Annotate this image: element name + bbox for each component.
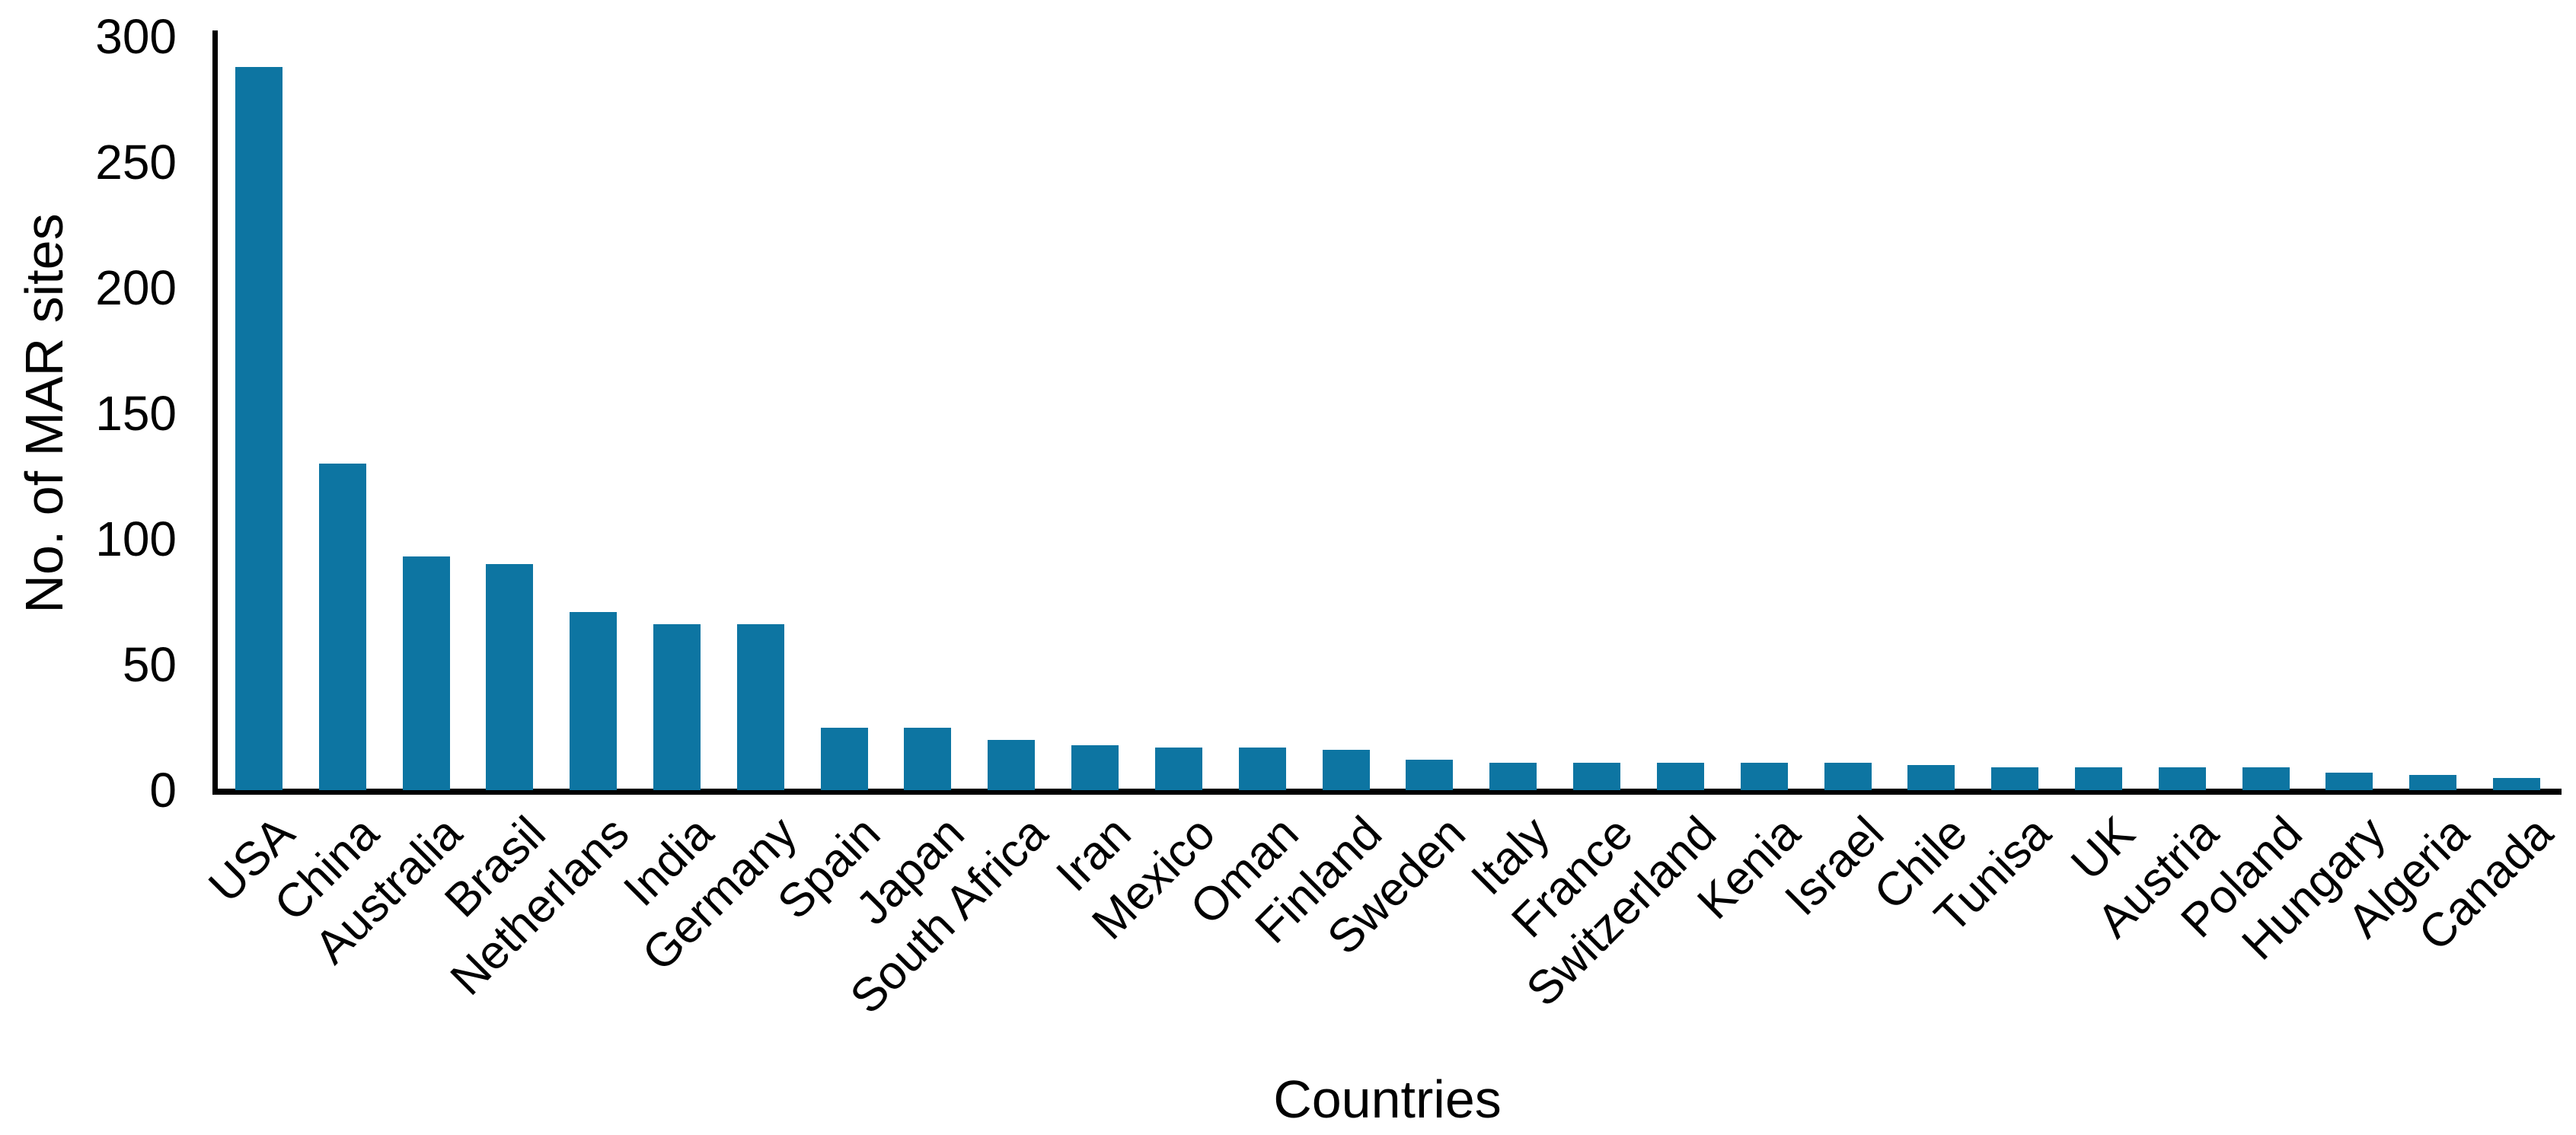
bar-finland — [1322, 750, 1370, 790]
x-label-israel: Israel — [1775, 806, 1894, 926]
x-axis-line — [212, 789, 2562, 795]
bar-japan — [904, 727, 952, 790]
bar-algeria — [2409, 775, 2457, 790]
bar-spain — [820, 727, 868, 790]
x-axis-title: Countries — [1273, 1070, 1502, 1129]
y-tick-label-300: 300 — [95, 9, 177, 64]
y-tick-label-0: 0 — [149, 763, 177, 818]
bar-mexico — [1154, 747, 1202, 790]
bar-italy — [1489, 762, 1537, 790]
bar-netherlans — [570, 611, 618, 790]
y-axis-line — [212, 30, 218, 794]
bar-germany — [736, 624, 784, 790]
y-tick-label-250: 250 — [95, 135, 177, 190]
bar-india — [653, 624, 701, 790]
bar-france — [1573, 762, 1621, 790]
bar-china — [318, 464, 366, 790]
bar-south-africa — [988, 740, 1036, 790]
y-tick-label-50: 50 — [122, 637, 177, 692]
bar-israel — [1824, 762, 1872, 790]
y-tick-label-200: 200 — [95, 260, 177, 315]
y-tick-label-150: 150 — [95, 386, 177, 441]
bar-usa — [235, 66, 282, 790]
bar-oman — [1238, 747, 1286, 790]
bar-canada — [2493, 777, 2541, 790]
bar-tunisa — [1991, 767, 2039, 790]
bar-hungary — [2325, 772, 2373, 790]
bar-australia — [402, 556, 450, 790]
bar-chile — [1907, 765, 1955, 790]
bar-uk — [2074, 767, 2122, 790]
bar-switzerland — [1656, 762, 1704, 790]
bar-poland — [2242, 767, 2290, 790]
y-tick-label-100: 100 — [95, 512, 177, 566]
bar-kenia — [1740, 762, 1788, 790]
bar-austria — [2158, 767, 2206, 790]
bar-sweden — [1406, 760, 1454, 790]
bar-brasil — [486, 564, 534, 790]
bar-iran — [1071, 744, 1119, 790]
